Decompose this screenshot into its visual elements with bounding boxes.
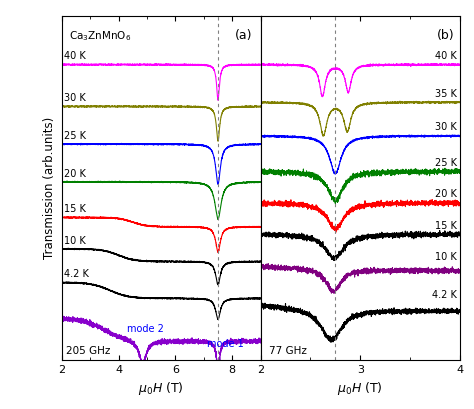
Text: 10 K: 10 K <box>435 252 457 262</box>
Text: 20 K: 20 K <box>64 169 86 178</box>
Text: 15 K: 15 K <box>64 204 86 214</box>
Text: 25 K: 25 K <box>64 131 86 141</box>
Text: 205 GHz: 205 GHz <box>66 346 110 356</box>
Text: 20 K: 20 K <box>435 189 457 200</box>
Text: mode 2: mode 2 <box>127 324 164 334</box>
Text: 15 K: 15 K <box>435 221 457 231</box>
Text: 40 K: 40 K <box>435 51 457 61</box>
Text: 30 K: 30 K <box>64 93 86 103</box>
Text: 40 K: 40 K <box>64 51 86 61</box>
Text: 4.2 K: 4.2 K <box>432 290 457 300</box>
Text: 10 K: 10 K <box>64 236 86 245</box>
Text: mode 1: mode 1 <box>207 339 244 349</box>
Text: 35 K: 35 K <box>435 89 457 99</box>
Text: 77 GHz: 77 GHz <box>269 346 307 356</box>
X-axis label: $\mu_0H$ (T): $\mu_0H$ (T) <box>138 380 184 397</box>
Text: (a): (a) <box>235 29 252 42</box>
X-axis label: $\mu_0H$ (T): $\mu_0H$ (T) <box>337 380 383 397</box>
Text: 4.2 K: 4.2 K <box>64 269 89 279</box>
Text: 25 K: 25 K <box>435 158 457 168</box>
Y-axis label: Transmission (arb.units): Transmission (arb.units) <box>43 117 56 259</box>
Text: 30 K: 30 K <box>435 122 457 133</box>
Text: (b): (b) <box>437 29 455 42</box>
Text: Ca$_3$ZnMnO$_6$: Ca$_3$ZnMnO$_6$ <box>69 29 131 43</box>
